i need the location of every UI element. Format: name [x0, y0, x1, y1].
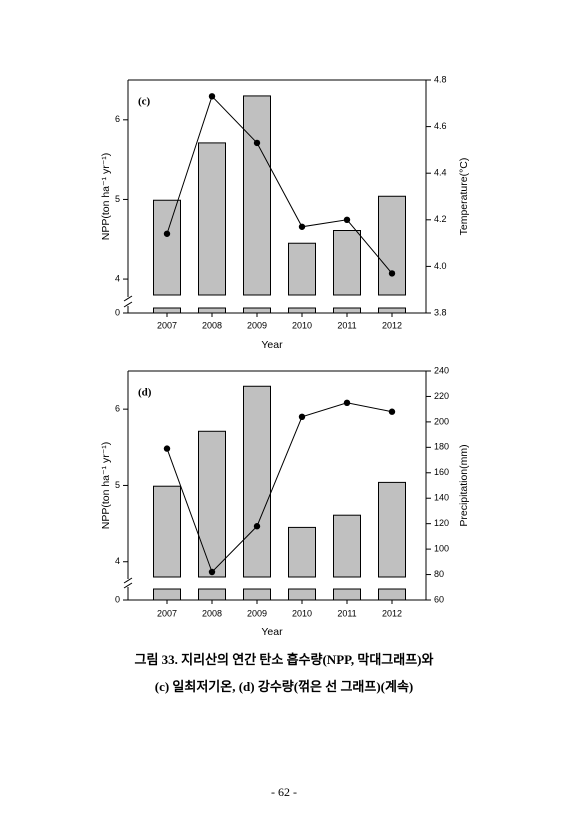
y-tick-label: 4	[115, 556, 120, 566]
x-tick-label: 2008	[202, 320, 222, 330]
bar	[153, 199, 181, 296]
x-tick-label: 2008	[202, 608, 222, 618]
bar-stub	[153, 588, 181, 601]
bar-stub	[378, 588, 406, 601]
x-tick-label: 2011	[337, 320, 356, 330]
y2-tick-label: 60	[434, 594, 444, 604]
bar	[288, 526, 316, 578]
y2-tick-label: 240	[434, 365, 449, 375]
bar-stub	[153, 307, 181, 314]
bar	[198, 142, 226, 296]
bar-stub	[333, 307, 361, 314]
line-point	[298, 223, 306, 230]
x-tick-label: 2007	[157, 608, 177, 618]
x-tick-label: 2009	[247, 320, 267, 330]
y-tick-label: 6	[115, 404, 120, 414]
y2-axis-label: Temperature(°C)	[458, 158, 470, 236]
y-axis-label: NPP(ton ha⁻¹ yr⁻¹)	[100, 442, 112, 530]
bar-stub	[333, 588, 361, 601]
axis-break-mark	[123, 295, 133, 302]
x-tick-label: 2012	[382, 320, 402, 330]
line-point	[343, 399, 351, 407]
bar-stub	[198, 307, 226, 314]
y2-tick-label: 200	[434, 416, 449, 426]
bar	[153, 485, 181, 578]
axis-break-mark	[123, 582, 133, 589]
bar-stub	[243, 307, 271, 314]
y2-tick-label: 140	[434, 493, 449, 503]
line-point	[208, 568, 216, 576]
bar-stub	[198, 588, 226, 601]
y-tick-label: 6	[115, 114, 120, 124]
line-point	[163, 445, 171, 452]
line-point	[298, 413, 306, 420]
y2-tick-label: 80	[434, 569, 444, 579]
bar-stub	[288, 307, 316, 314]
bar	[378, 481, 406, 578]
x-tick-label: 2009	[247, 608, 267, 618]
axis-break-mark	[123, 301, 133, 308]
line	[166, 402, 393, 573]
bar	[288, 242, 316, 296]
line	[166, 95, 393, 274]
y2-tick-label: 4.6	[434, 121, 447, 131]
x-axis-label: Year	[261, 626, 283, 638]
line-point	[163, 230, 171, 237]
y-axis-label: NPP(ton ha⁻¹ yr⁻¹)	[100, 153, 112, 241]
line-point	[388, 408, 396, 415]
y2-tick-label: 100	[434, 543, 449, 553]
y2-tick-label: 180	[434, 442, 449, 452]
y2-tick-label: 160	[434, 467, 449, 477]
bar-stub	[288, 588, 316, 601]
axis-break-mark	[123, 577, 133, 584]
x-axis-label: Year	[261, 339, 283, 351]
bar	[243, 95, 271, 296]
line-point	[388, 270, 396, 277]
y2-tick-label: 4.2	[434, 214, 447, 224]
y-tick-label: 0	[115, 594, 120, 604]
bar-stub	[243, 588, 271, 601]
x-tick-label: 2010	[292, 608, 312, 618]
bar	[198, 430, 226, 578]
line-point	[208, 93, 216, 100]
y2-tick-label: 3.8	[434, 307, 447, 317]
x-tick-label: 2011	[337, 608, 356, 618]
line-point	[253, 139, 261, 147]
y-tick-label: 0	[115, 307, 120, 317]
y-tick-label: 5	[115, 194, 120, 204]
panel-label: (d)	[138, 387, 152, 399]
x-tick-label: 2007	[157, 320, 177, 330]
y2-tick-label: 220	[434, 391, 449, 401]
y-tick-label: 4	[115, 273, 120, 283]
bar	[333, 230, 361, 296]
panel-label: (c)	[138, 96, 151, 108]
y2-tick-label: 4.4	[434, 168, 447, 178]
page-number: - 62 -	[271, 785, 297, 799]
line-point	[253, 523, 261, 530]
x-tick-label: 2010	[292, 320, 312, 330]
bar	[243, 385, 271, 578]
caption-line: (c) 일최저기온, (d) 강수량(꺾은 선 그래프)(계속)	[155, 679, 414, 694]
bar	[333, 514, 361, 578]
y2-tick-label: 4.8	[434, 74, 447, 84]
caption-line: 그림 33. 지리산의 연간 탄소 흡수량(NPP, 막대그래프)와	[135, 652, 434, 667]
bar-stub	[378, 307, 406, 314]
y-tick-label: 5	[115, 480, 120, 490]
y2-tick-label: 120	[434, 518, 449, 528]
y2-tick-label: 4.0	[434, 261, 447, 271]
y2-axis-label: Precipitation(mm)	[458, 444, 470, 526]
bar	[378, 195, 406, 296]
x-tick-label: 2012	[382, 608, 402, 618]
line-point	[343, 216, 351, 223]
